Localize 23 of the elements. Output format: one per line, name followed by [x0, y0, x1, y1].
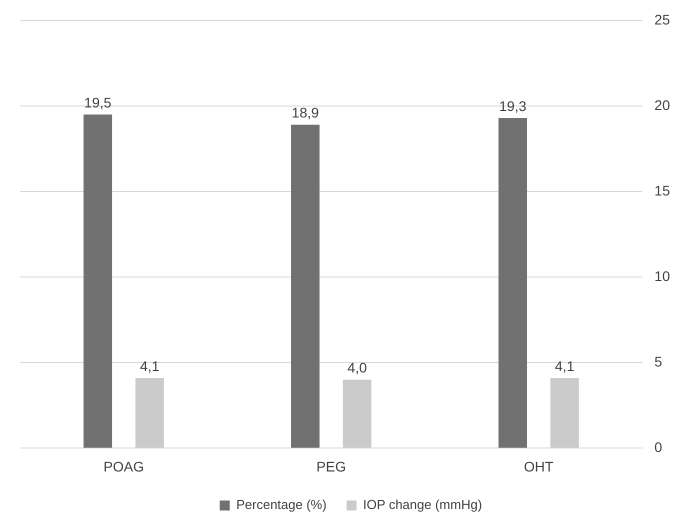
bar	[135, 378, 164, 448]
y-tick-label: 10	[654, 268, 670, 284]
y-tick-label: 0	[654, 439, 662, 456]
bar	[291, 124, 320, 448]
data-label: 4,0	[347, 360, 368, 376]
y-tick-label: 25	[654, 11, 670, 28]
x-tick-label: OHT	[524, 458, 554, 474]
data-label: 19,3	[499, 98, 527, 114]
y-tick-label: 20	[654, 96, 670, 113]
legend-label: IOP change (mmHg)	[363, 497, 482, 512]
bar	[342, 380, 372, 448]
data-label: 4,1	[140, 358, 160, 374]
data-label: 4,1	[554, 358, 575, 374]
y-tick-label: 15	[654, 182, 670, 198]
legend-label: Percentage (%)	[236, 497, 327, 512]
data-label: 19,5	[84, 94, 112, 110]
bar	[550, 378, 579, 448]
bar	[498, 118, 528, 448]
x-tick-label: PEG	[316, 458, 346, 474]
x-tick-label: POAG	[104, 458, 144, 474]
data-label: 18,9	[292, 104, 320, 121]
bar	[84, 114, 112, 448]
y-tick-label: 5	[654, 354, 662, 370]
